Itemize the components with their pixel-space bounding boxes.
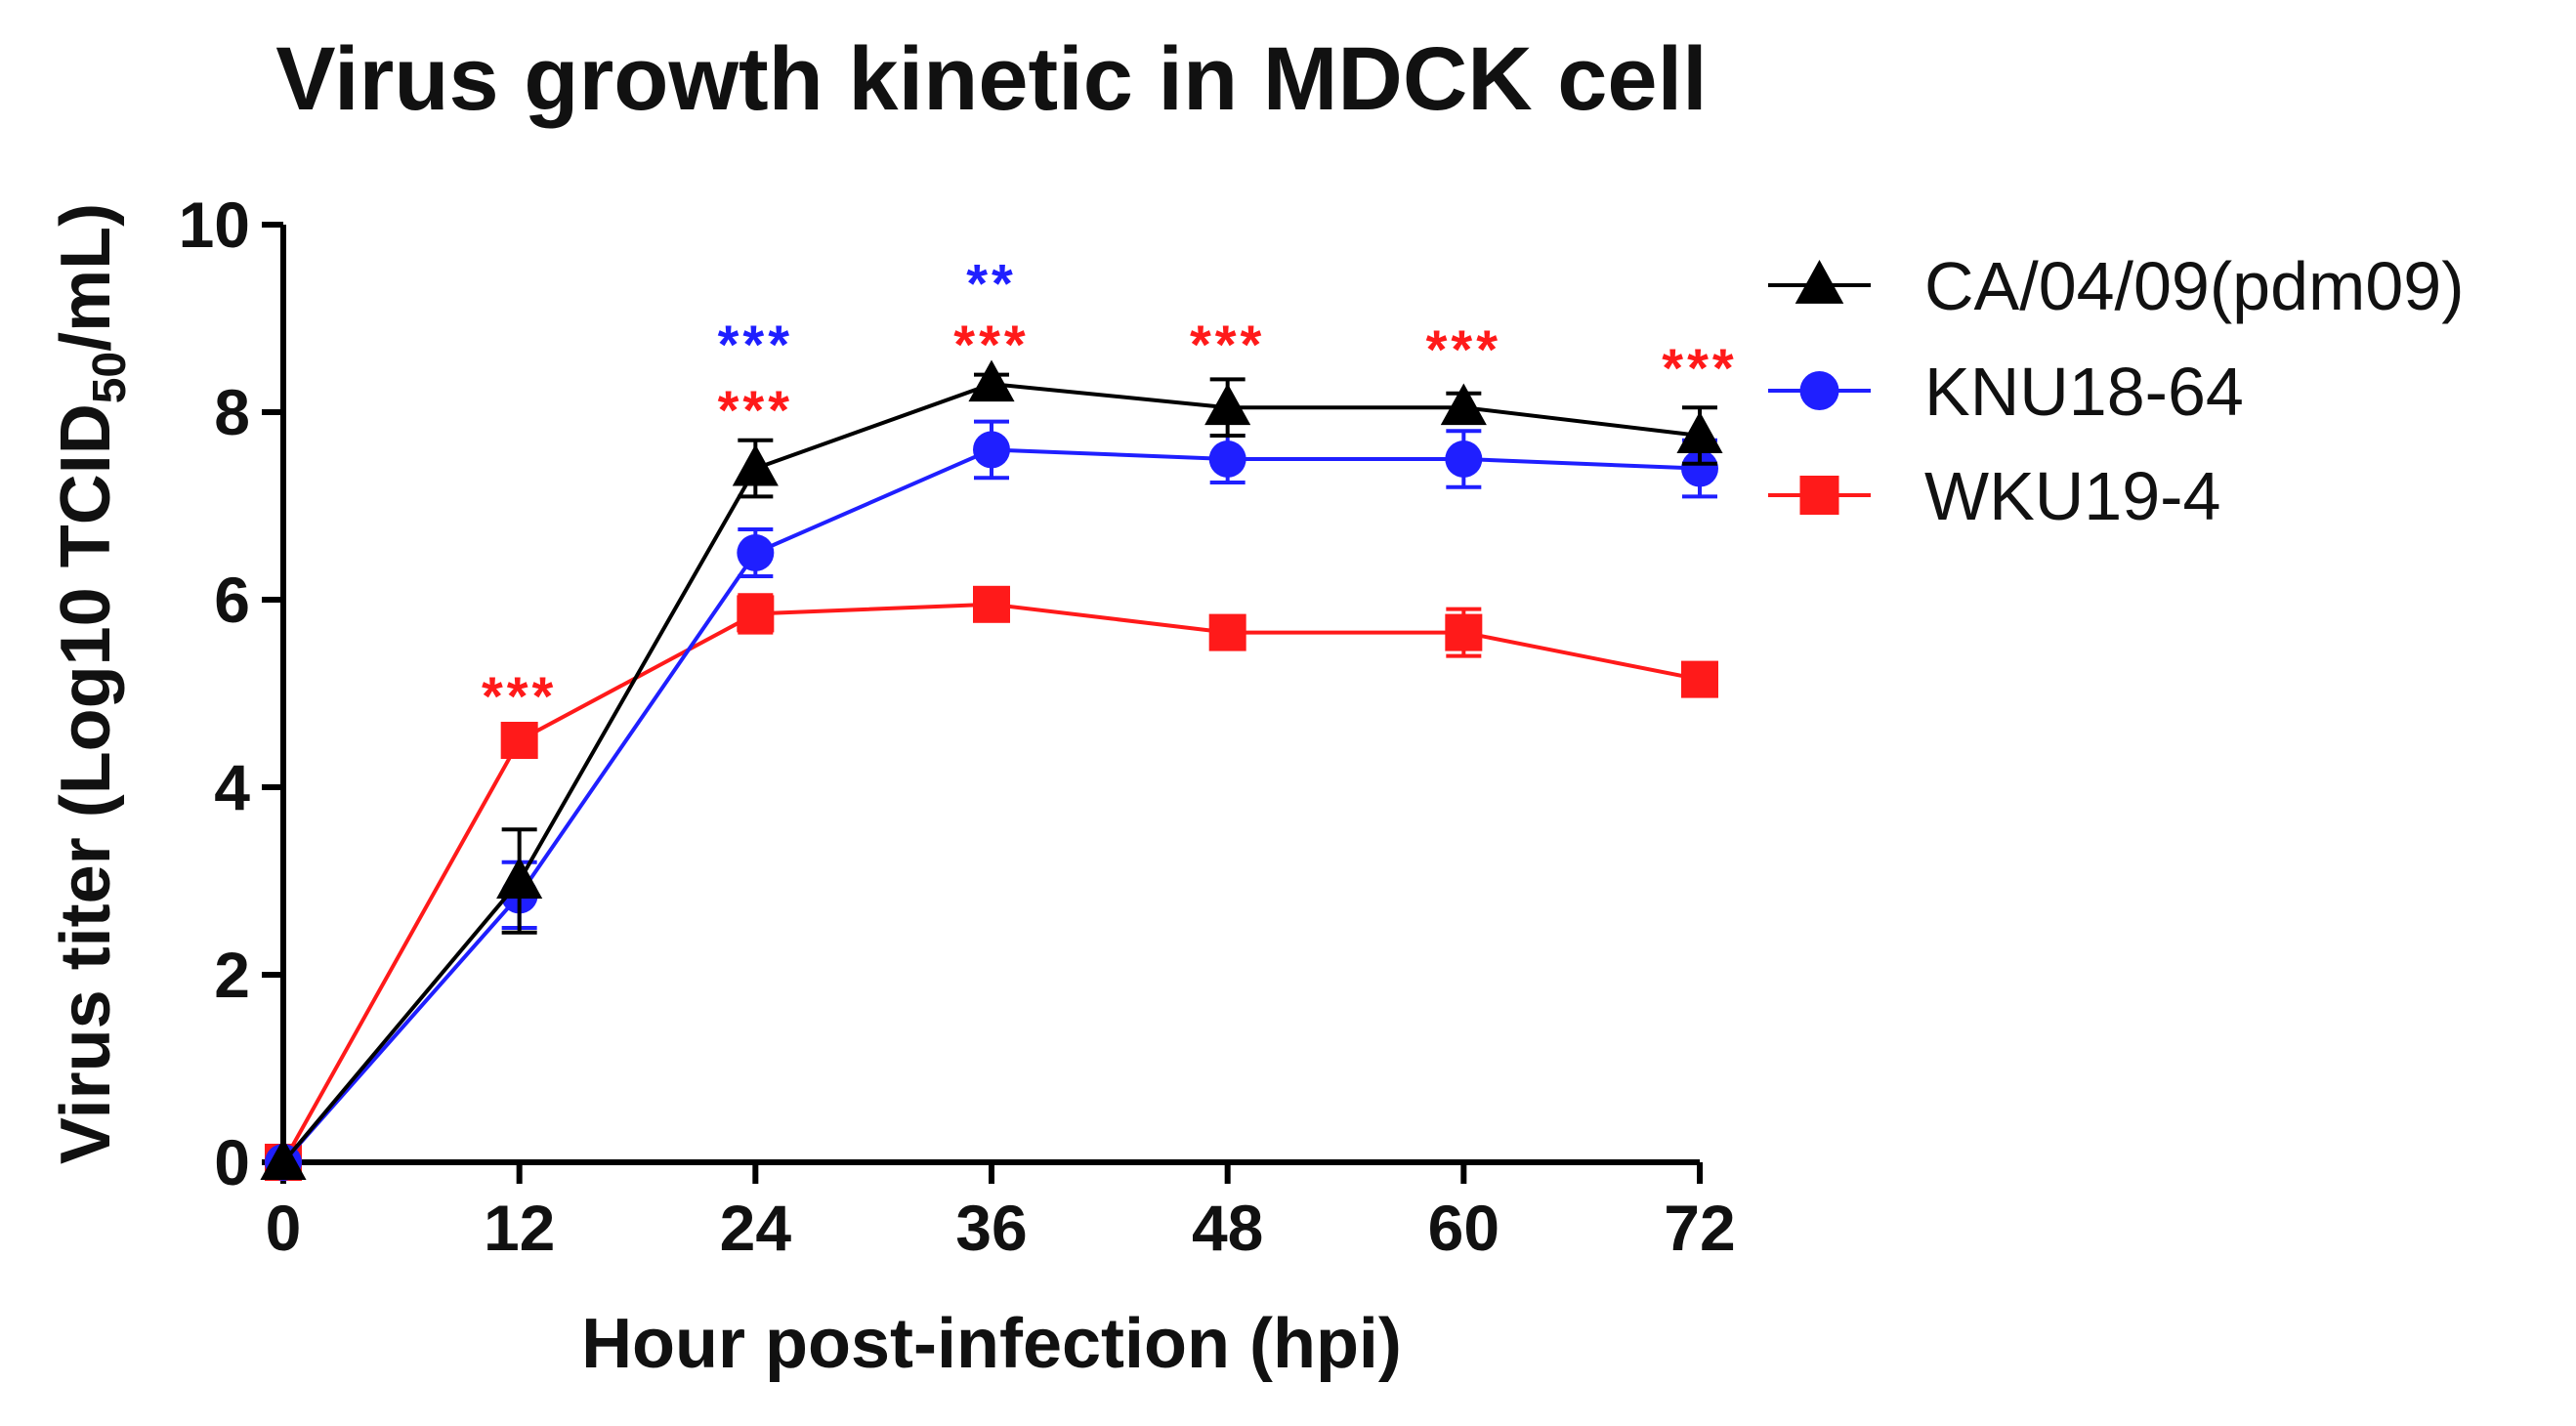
series-line	[281, 447, 1701, 1164]
x-tick-label: 72	[1664, 1192, 1735, 1264]
legend-item: KNU18-64	[1768, 354, 2244, 430]
x-tick-label: 0	[266, 1192, 302, 1264]
data-point	[500, 722, 538, 759]
significance-label: ***	[718, 314, 793, 375]
data-point	[1204, 383, 1251, 426]
y-tick-label: 8	[214, 376, 250, 448]
y-axis-title-suffix: /mL)	[47, 203, 125, 352]
data-point	[737, 534, 775, 571]
y-tick-label: 6	[214, 564, 250, 636]
data-point	[496, 857, 543, 899]
chart-title: Virus growth kinetic in MDCK cell	[275, 29, 1707, 129]
legend-marker	[1795, 259, 1844, 304]
data-point	[1681, 660, 1718, 698]
legend-marker	[1799, 371, 1839, 410]
data-point	[1676, 411, 1723, 453]
significance-label: ***	[953, 314, 1029, 375]
y-tick-label: 10	[179, 189, 250, 261]
y-tick-label: 0	[214, 1126, 250, 1198]
significance-label: ***	[1662, 337, 1737, 398]
data-point	[973, 431, 1010, 469]
data-point	[968, 359, 1015, 402]
data-point	[1445, 440, 1483, 478]
y-axis-title-main: Virus titer (Log10 TCID	[47, 403, 125, 1164]
legend-label: WKU19-4	[1924, 458, 2220, 534]
significance-label: ***	[718, 379, 793, 440]
series-CA/04/09(pdm09)	[260, 359, 1723, 1180]
significance-label: ***	[482, 665, 557, 727]
legend-label: KNU18-64	[1924, 354, 2244, 430]
x-tick-label: 48	[1192, 1192, 1263, 1264]
significance-label: ***	[1426, 318, 1501, 380]
data-point	[737, 595, 775, 633]
x-tick-label: 60	[1428, 1192, 1499, 1264]
legend-item: CA/04/09(pdm09)	[1768, 248, 2465, 324]
series-KNU18-64	[265, 419, 1718, 1181]
legend-item: WKU19-4	[1768, 458, 2220, 534]
legend-marker	[1799, 476, 1839, 515]
data-point	[1681, 449, 1718, 487]
data-point	[973, 585, 1010, 623]
y-tick-label: 2	[214, 939, 250, 1011]
significance-label: ***	[1190, 314, 1265, 375]
y-axis-title: Virus titer (Log10 TCID50/mL)	[47, 203, 136, 1164]
data-point	[1208, 613, 1246, 651]
series-layer	[260, 359, 1723, 1181]
x-axis-title: Hour post-infection (hpi)	[581, 1305, 1402, 1383]
y-tick-label: 4	[214, 751, 250, 823]
x-tick-label: 12	[484, 1192, 555, 1264]
legend: CA/04/09(pdm09) KNU18-64 WKU19-4	[1768, 248, 2465, 534]
data-point	[732, 443, 779, 486]
x-tick-label: 36	[955, 1192, 1027, 1264]
series-line	[281, 382, 1701, 1164]
significance-label: **	[966, 253, 1017, 315]
data-point	[1445, 613, 1483, 651]
data-point	[1440, 383, 1487, 426]
legend-label: CA/04/09(pdm09)	[1924, 248, 2465, 324]
x-tick-label: 24	[720, 1192, 792, 1264]
y-axis-title-subscript: 50	[84, 352, 136, 403]
data-point	[260, 1138, 307, 1180]
data-point	[1208, 440, 1246, 478]
significance-annotations: ************** *** *** ***	[482, 253, 1737, 727]
